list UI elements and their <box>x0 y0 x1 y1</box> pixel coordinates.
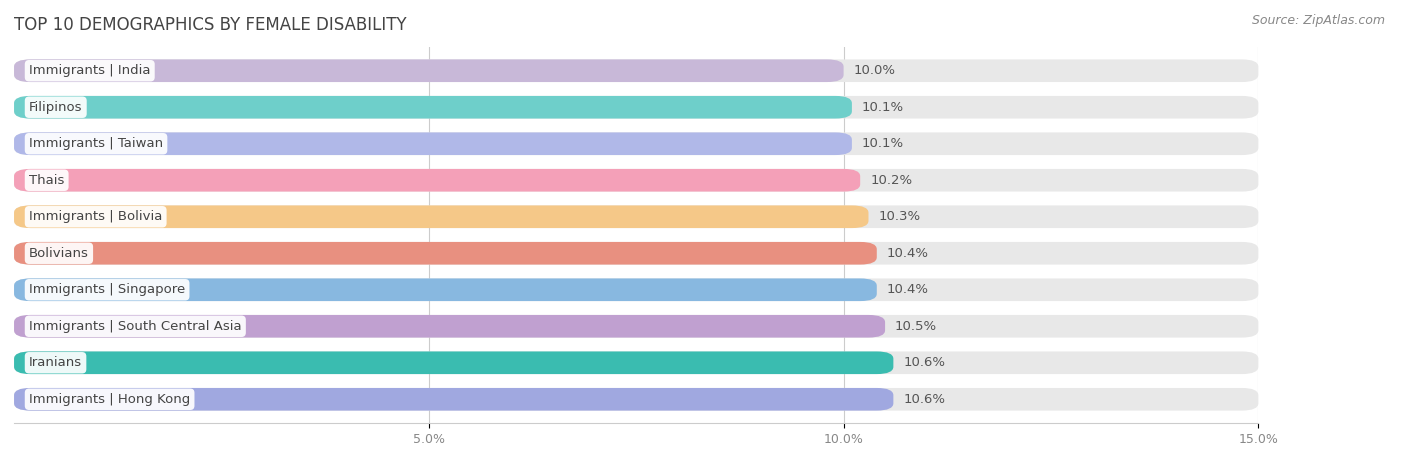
FancyBboxPatch shape <box>14 278 877 301</box>
Text: 10.1%: 10.1% <box>862 101 904 114</box>
Text: 10.1%: 10.1% <box>862 137 904 150</box>
Text: 10.2%: 10.2% <box>870 174 912 187</box>
Text: Source: ZipAtlas.com: Source: ZipAtlas.com <box>1251 14 1385 27</box>
Text: 10.3%: 10.3% <box>879 210 921 223</box>
FancyBboxPatch shape <box>14 169 860 192</box>
Text: 10.6%: 10.6% <box>903 393 945 406</box>
FancyBboxPatch shape <box>14 133 852 155</box>
Text: Thais: Thais <box>30 174 65 187</box>
Text: Immigrants | Hong Kong: Immigrants | Hong Kong <box>30 393 190 406</box>
FancyBboxPatch shape <box>14 352 893 374</box>
FancyBboxPatch shape <box>14 278 1258 301</box>
FancyBboxPatch shape <box>14 169 1258 192</box>
FancyBboxPatch shape <box>14 96 1258 118</box>
FancyBboxPatch shape <box>14 242 1258 265</box>
FancyBboxPatch shape <box>14 205 869 228</box>
FancyBboxPatch shape <box>14 352 1258 374</box>
FancyBboxPatch shape <box>14 96 852 118</box>
FancyBboxPatch shape <box>14 242 877 265</box>
Text: 10.4%: 10.4% <box>887 283 929 296</box>
Text: Filipinos: Filipinos <box>30 101 83 114</box>
Text: 10.6%: 10.6% <box>903 356 945 369</box>
Text: 10.4%: 10.4% <box>887 247 929 260</box>
FancyBboxPatch shape <box>14 59 844 82</box>
Text: 10.0%: 10.0% <box>853 64 896 77</box>
FancyBboxPatch shape <box>14 388 893 411</box>
Text: Immigrants | Taiwan: Immigrants | Taiwan <box>30 137 163 150</box>
FancyBboxPatch shape <box>14 133 1258 155</box>
FancyBboxPatch shape <box>14 205 1258 228</box>
Text: TOP 10 DEMOGRAPHICS BY FEMALE DISABILITY: TOP 10 DEMOGRAPHICS BY FEMALE DISABILITY <box>14 16 406 34</box>
Text: Immigrants | India: Immigrants | India <box>30 64 150 77</box>
FancyBboxPatch shape <box>14 59 1258 82</box>
Text: Iranians: Iranians <box>30 356 82 369</box>
FancyBboxPatch shape <box>14 315 1258 337</box>
Text: Immigrants | South Central Asia: Immigrants | South Central Asia <box>30 320 242 333</box>
Text: Immigrants | Singapore: Immigrants | Singapore <box>30 283 186 296</box>
Text: Immigrants | Bolivia: Immigrants | Bolivia <box>30 210 162 223</box>
FancyBboxPatch shape <box>14 315 886 337</box>
Text: 10.5%: 10.5% <box>896 320 938 333</box>
FancyBboxPatch shape <box>14 388 1258 411</box>
Text: Bolivians: Bolivians <box>30 247 89 260</box>
